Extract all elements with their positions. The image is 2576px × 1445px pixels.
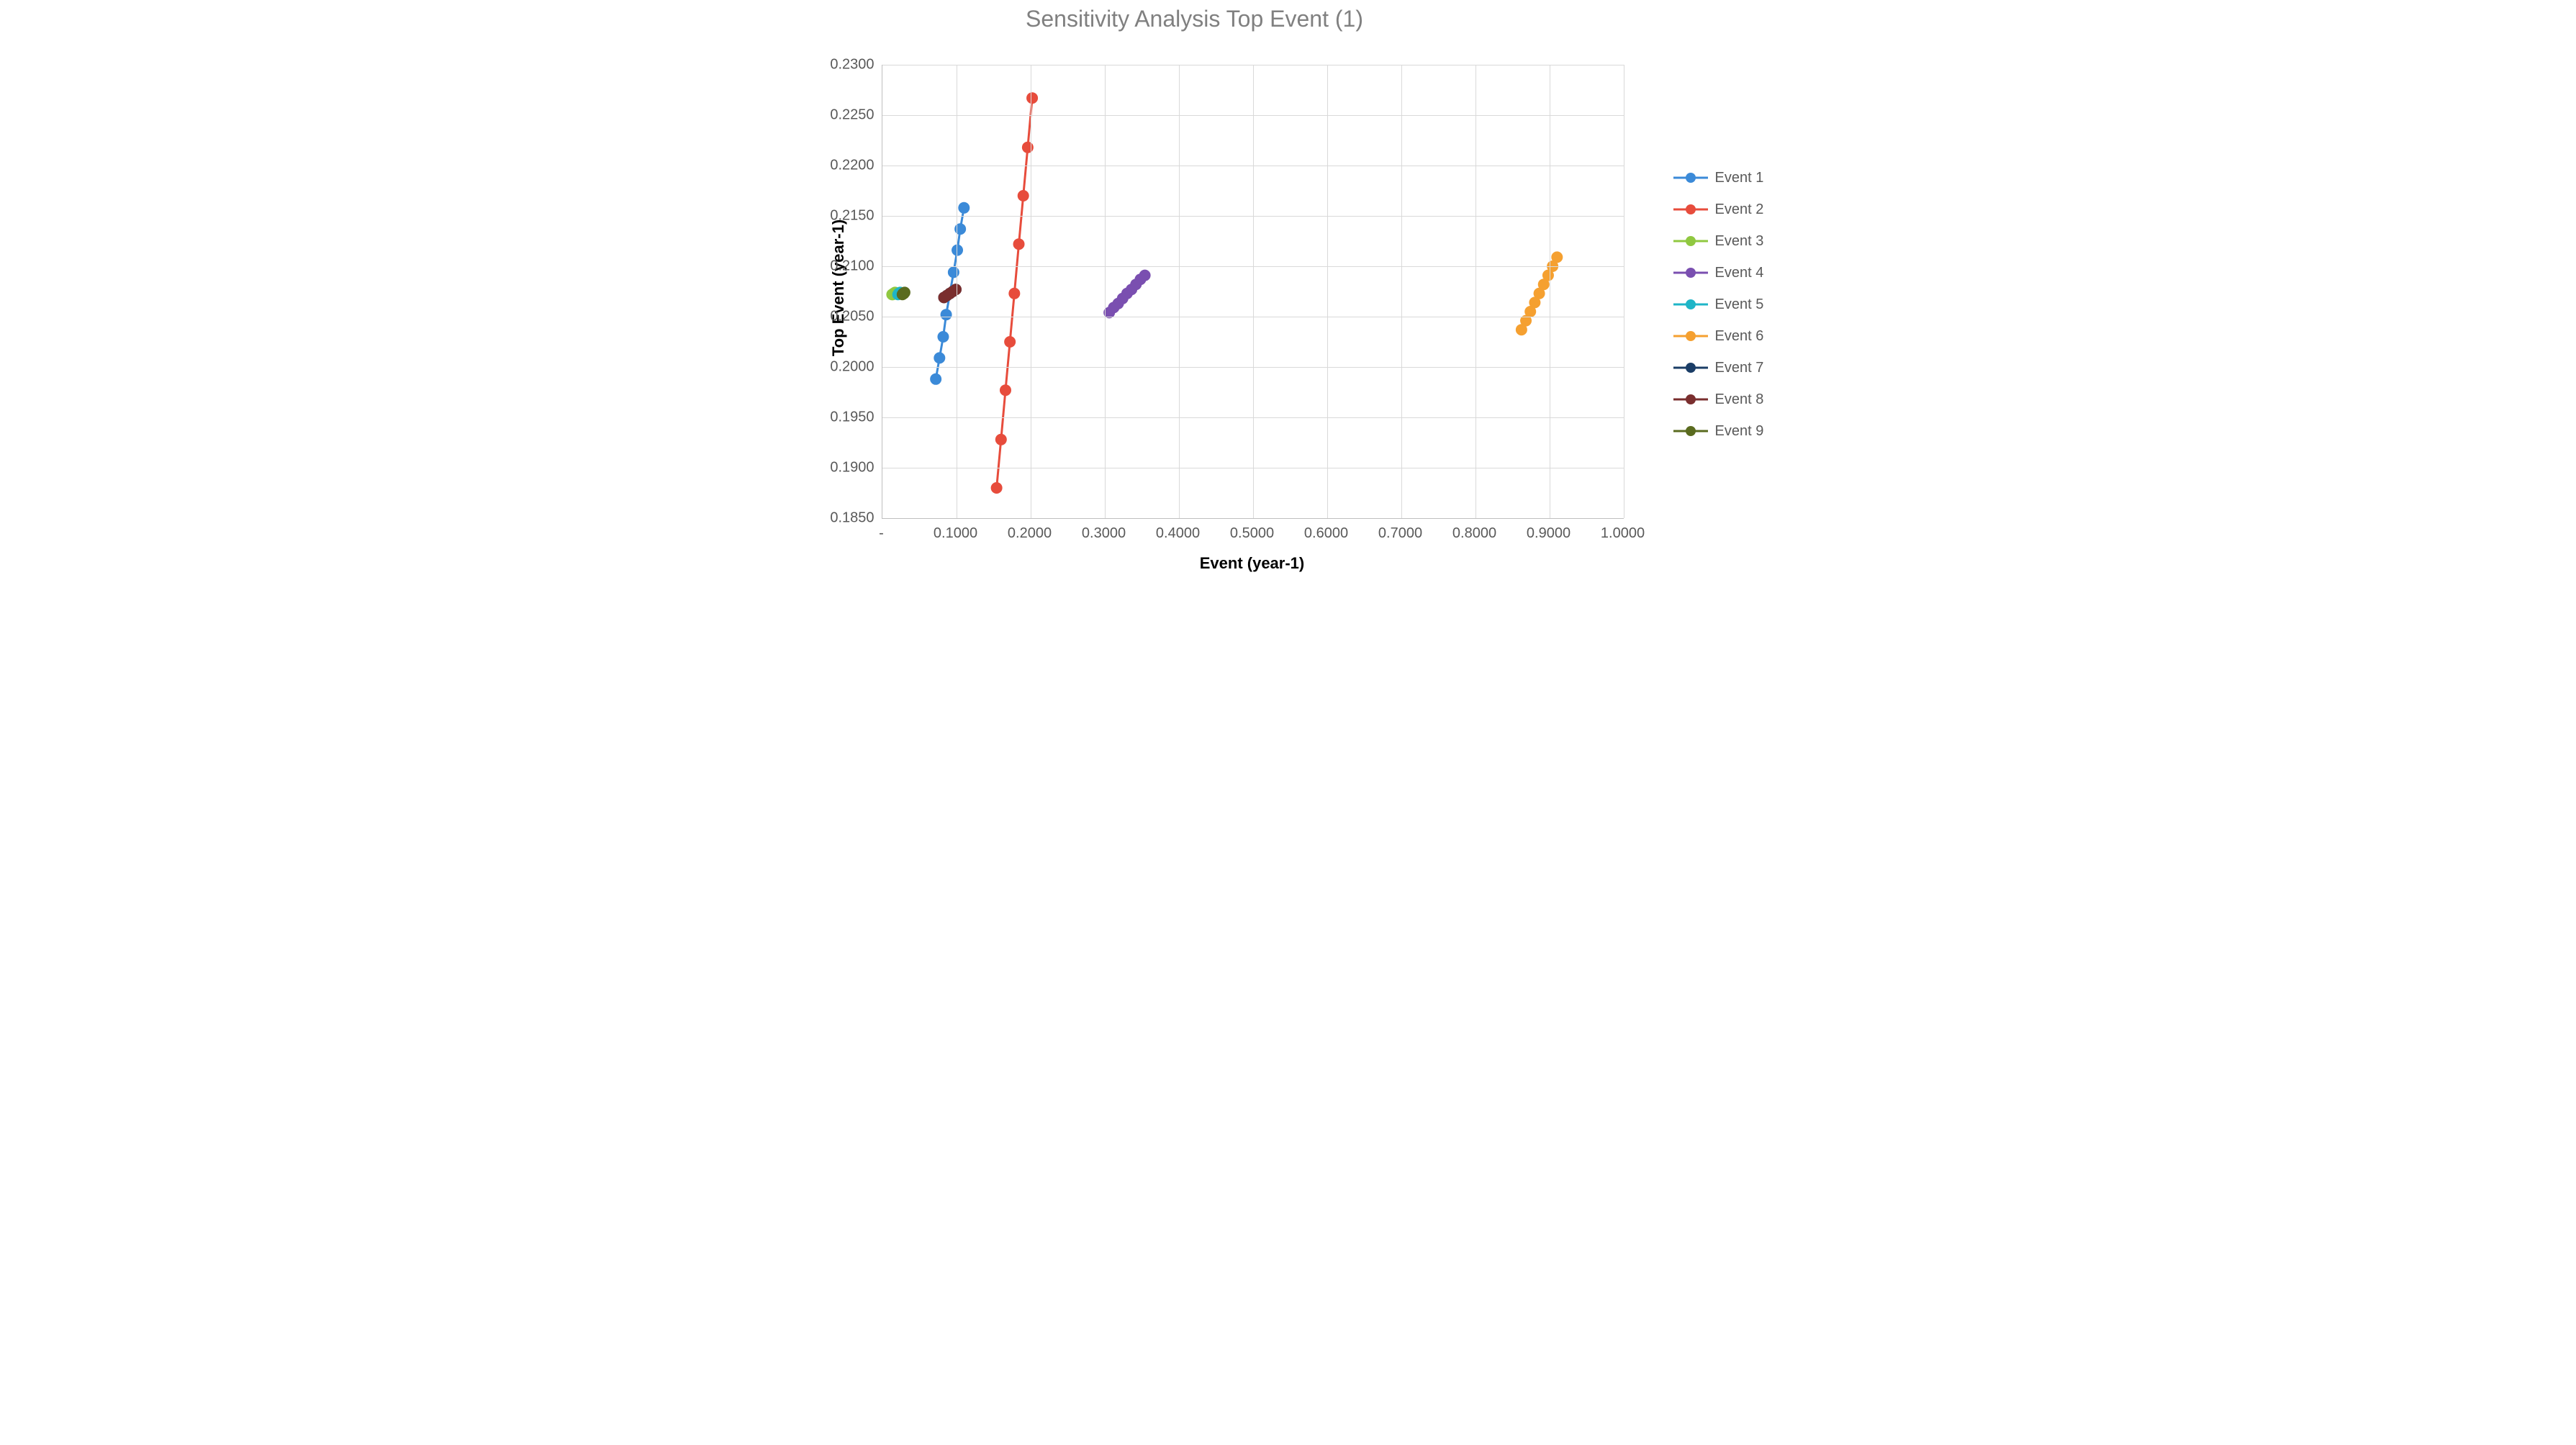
legend-item[interactable]: Event 4 [1673,257,1764,289]
series-marker [1017,190,1029,201]
legend-swatch [1673,171,1708,185]
series-marker [1008,288,1020,299]
legend-label: Event 8 [1715,391,1764,408]
gridline-v [1179,65,1180,518]
legend-item[interactable]: Event 9 [1673,415,1764,447]
xtick-label: 0.1000 [934,525,977,542]
series-marker [1551,251,1563,263]
gridline-v [1105,65,1106,518]
xtick-label: 0.2000 [1008,525,1052,542]
legend-swatch [1673,297,1708,312]
ytick-label: 0.2000 [803,359,875,376]
series-marker [995,434,1006,445]
legend-label: Event 1 [1715,170,1764,186]
ytick-label: 0.2150 [803,208,875,225]
xtick-label: 0.8000 [1452,525,1496,542]
legend-item[interactable]: Event 5 [1673,289,1764,320]
x-axis-title: Event (year-1) [882,554,1623,573]
series-marker [958,202,970,214]
legend-swatch [1673,392,1708,407]
legend-item[interactable]: Event 6 [1673,320,1764,352]
legend-label: Event 7 [1715,360,1764,376]
gridline-v [1253,65,1254,518]
legend-swatch [1673,234,1708,248]
legend-swatch [1673,424,1708,438]
legend-swatch [1673,329,1708,343]
sensitivity-chart: Sensitivity Analysis Top Event (1) Top E… [752,0,1825,601]
legend-label: Event 5 [1715,296,1764,313]
ytick-label: 0.2200 [803,158,875,174]
xtick-label: 0.3000 [1082,525,1126,542]
series-marker [999,384,1011,396]
legend-label: Event 9 [1715,423,1764,440]
gridline-v [1327,65,1328,518]
gridline-v [1401,65,1402,518]
plot-area [882,65,1624,519]
legend-swatch [1673,266,1708,280]
xtick-label: 0.4000 [1156,525,1200,542]
xtick-label: 0.7000 [1378,525,1422,542]
series-marker [947,266,959,278]
ytick-label: 0.2300 [803,57,875,73]
series-marker [1013,238,1024,250]
xtick-label: 1.0000 [1601,525,1645,542]
legend-item[interactable]: Event 7 [1673,352,1764,384]
series-marker [898,286,910,298]
ytick-label: 0.2050 [803,309,875,325]
legend-label: Event 6 [1715,328,1764,345]
legend-label: Event 4 [1715,265,1764,281]
xtick-label: 0.6000 [1304,525,1348,542]
legend-item[interactable]: Event 3 [1673,225,1764,257]
series-marker [1139,270,1150,281]
legend-item[interactable]: Event 1 [1673,162,1764,194]
legend-item[interactable]: Event 8 [1673,384,1764,415]
series-marker [934,352,945,363]
legend-item[interactable]: Event 2 [1673,194,1764,225]
series-marker [1026,92,1038,104]
ytick-label: 0.1900 [803,460,875,476]
legend-swatch [1673,202,1708,217]
series-marker [930,373,941,385]
series-marker [940,309,952,320]
ytick-label: 0.1850 [803,510,875,527]
series-marker [952,245,963,256]
ytick-label: 0.1950 [803,409,875,426]
series-marker [1004,336,1016,348]
series-marker [949,284,961,295]
xtick-label: - [879,525,884,542]
xtick-label: 0.9000 [1527,525,1571,542]
legend-label: Event 2 [1715,201,1764,218]
series-marker [937,331,949,343]
legend-label: Event 3 [1715,233,1764,250]
series-marker [990,482,1002,494]
legend: Event 1 Event 2 Event 3 Event 4 Event 5 Event… [1673,162,1764,447]
legend-swatch [1673,361,1708,375]
y-axis-title: Top Event (year-1) [829,219,848,356]
ytick-label: 0.2100 [803,258,875,275]
series-marker [1021,142,1033,153]
gridline-v [1475,65,1476,518]
chart-title: Sensitivity Analysis Top Event (1) [752,6,1637,32]
xtick-label: 0.5000 [1230,525,1274,542]
ytick-label: 0.2250 [803,107,875,124]
